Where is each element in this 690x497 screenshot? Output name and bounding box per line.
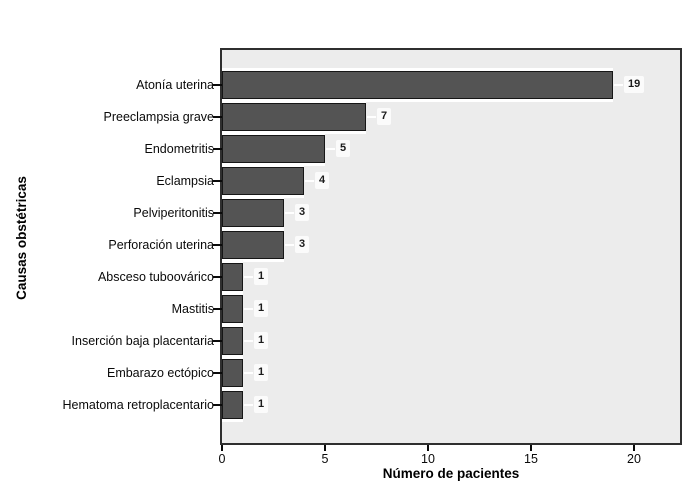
x-axis-tick [324,445,326,451]
x-axis-tick-label: 0 [218,452,226,466]
value-leader-line [614,84,623,86]
category-tick [213,372,222,374]
x-axis-tick-label: 10 [421,452,435,466]
bar [222,135,325,163]
bar [222,295,243,323]
value-label: 19 [624,76,645,93]
x-axis-tick [221,445,223,451]
category-label: Preeclampsia grave [103,110,214,124]
bar [222,71,613,99]
category-label: Endometritis [144,142,214,156]
category-label: Mastitis [171,302,214,316]
x-axis-tick-label: 20 [627,452,641,466]
value-label: 1 [254,268,269,285]
category-label: Eclampsia [156,174,214,188]
value-leader-line [285,244,294,246]
bar [222,391,243,419]
category-label: Absceso tuboovárico [97,270,214,284]
bar [222,327,243,355]
category-tick [213,308,222,310]
value-label: 3 [295,204,310,221]
category-label: Atonía uterina [136,78,214,92]
value-leader-line [244,404,253,406]
bar [222,263,243,291]
x-axis-tick-label: 5 [321,452,329,466]
x-axis-tick [633,445,635,451]
category-tick [213,180,222,182]
value-leader-line [367,116,376,118]
value-leader-line [244,308,253,310]
category-label: Pelviperitonitis [133,206,214,220]
category-label: Embarazo ectópico [106,366,214,380]
value-label: 1 [254,396,269,413]
category-label: Inserción baja placentaria [71,334,214,348]
value-leader-line [285,212,294,214]
x-axis-tick [530,445,532,451]
x-axis-tick-label: 15 [524,452,538,466]
value-label: 1 [254,300,269,317]
category-label: Hematoma retroplacentario [62,398,214,412]
bar [222,167,304,195]
category-tick [213,340,222,342]
bar [222,199,284,227]
x-axis-title: Número de pacientes [382,466,520,481]
value-leader-line [244,372,253,374]
plot-area: 19 7 5 4 3 3 1 1 1 1 1 [222,50,680,443]
value-label: 7 [377,108,392,125]
value-label: 1 [254,364,269,381]
category-tick [213,84,222,86]
value-label: 3 [295,236,310,253]
category-tick [213,116,222,118]
value-leader-line [244,276,253,278]
bar [222,231,284,259]
category-tick [213,276,222,278]
value-leader-line [305,180,314,182]
value-leader-line [244,340,253,342]
y-axis-title: Causas obstétricas [14,176,29,300]
value-leader-line [326,148,335,150]
bar [222,359,243,387]
category-tick [213,148,222,150]
category-label: Perforación uterina [108,238,214,252]
x-axis-tick [427,445,429,451]
value-label: 1 [254,332,269,349]
value-label: 4 [315,172,330,189]
bar [222,103,366,131]
category-tick [213,244,222,246]
value-label: 5 [336,140,351,157]
category-tick [213,212,222,214]
category-tick [213,404,222,406]
